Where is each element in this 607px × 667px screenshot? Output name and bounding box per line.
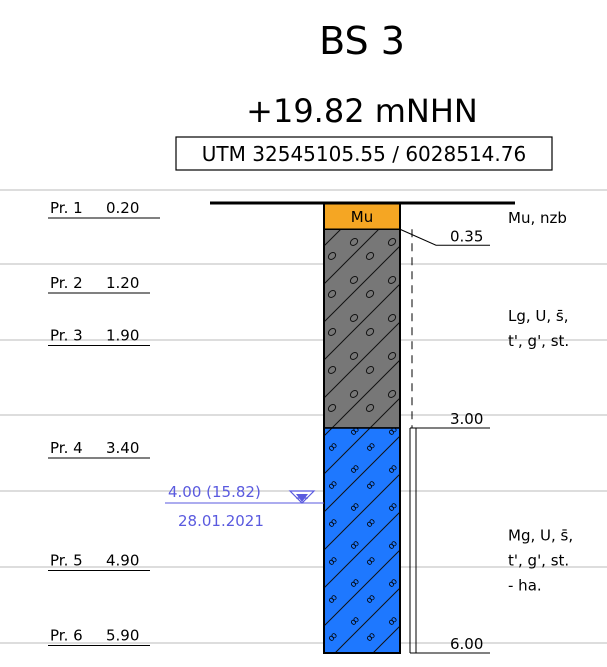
sample-depth: 0.20 — [106, 199, 139, 217]
sample-depth: 5.90 — [106, 627, 139, 645]
elevation: +19.82 mNHN — [246, 92, 478, 130]
sample-depth: 1.20 — [106, 274, 139, 292]
layer-description: - ha. — [508, 577, 542, 595]
layer — [323, 228, 401, 429]
layer-depth: 3.00 — [450, 410, 483, 428]
sample-depth: 4.90 — [106, 552, 139, 570]
layer-description: Lg, U, s̄, — [508, 307, 569, 325]
sample-label: Pr. 3 — [50, 327, 83, 345]
sample-depth: 1.90 — [106, 327, 139, 345]
coordinates-box — [175, 136, 553, 171]
water-symbol-fill — [296, 494, 308, 502]
title: BS 3 — [319, 19, 405, 63]
sample-label: Pr. 4 — [50, 439, 83, 457]
layer-description: Mg, U, s̄, — [508, 527, 573, 545]
sample-label: Pr. 6 — [50, 627, 83, 645]
coordinates: UTM 32545105.55 / 6028514.76 — [202, 142, 526, 166]
water-date: 28.01.2021 — [178, 512, 264, 530]
layer — [323, 427, 401, 654]
sample-label: Pr. 5 — [50, 552, 83, 570]
grid — [0, 189, 607, 644]
sample-depth: 3.40 — [106, 439, 139, 457]
sample-label: Pr. 2 — [50, 274, 83, 292]
water-level: 4.00 (15.82) — [168, 483, 261, 501]
layer-description: t', g', st. — [508, 332, 569, 350]
layer-code: Mu — [351, 208, 373, 226]
layer-description: Mu, nzb — [508, 209, 567, 227]
sample-label: Pr. 1 — [50, 199, 83, 217]
layer — [323, 202, 401, 230]
layer-depth: 6.00 — [450, 635, 483, 653]
layer-depth: 0.35 — [450, 227, 483, 245]
layer-description: t', g', st. — [508, 552, 569, 570]
